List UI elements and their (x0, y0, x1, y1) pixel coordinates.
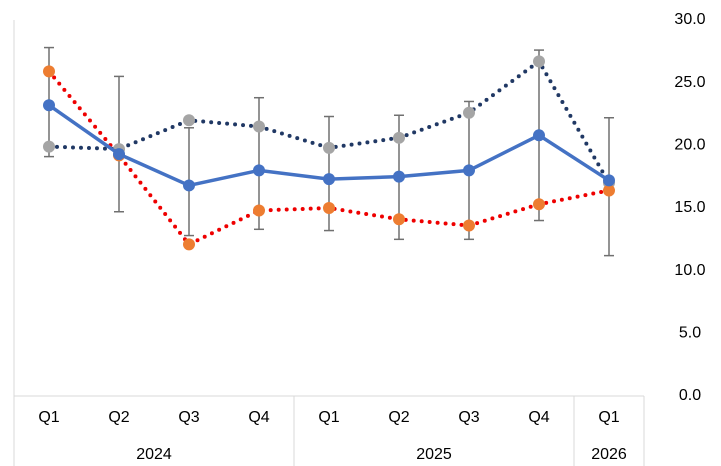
marker (323, 202, 335, 214)
marker (323, 141, 335, 154)
marker (43, 140, 55, 153)
marker (393, 131, 405, 144)
marker (183, 179, 195, 192)
marker (253, 164, 265, 177)
y-tick-label: 25.0 (674, 74, 705, 91)
marker (43, 65, 55, 78)
y-tick-label: 5.0 (679, 325, 701, 342)
marker (253, 120, 265, 133)
x-tick-label: Q1 (38, 409, 59, 426)
marker (323, 173, 335, 186)
y-tick-label: 0.0 (679, 387, 701, 404)
marker (253, 204, 265, 217)
marker (463, 106, 475, 119)
x-tick-label: Q2 (108, 409, 129, 426)
marker (113, 148, 125, 161)
marker (183, 238, 195, 251)
marker (533, 129, 545, 142)
series-line (47, 69, 611, 247)
x-tick-label: Q2 (388, 409, 409, 426)
x-tick-label: Q1 (318, 409, 339, 426)
y-tick-label: 15.0 (674, 199, 705, 216)
group-label: 2025 (416, 446, 452, 463)
y-tick-label: 30.0 (674, 11, 705, 28)
marker (463, 164, 475, 177)
marker (603, 174, 615, 187)
marker (533, 55, 545, 68)
x-tick-label: Q4 (528, 409, 549, 426)
marker (43, 99, 55, 112)
marker (393, 213, 405, 226)
y-tick-label: 10.0 (674, 262, 705, 279)
marker (533, 198, 545, 211)
marker (183, 114, 195, 127)
x-tick-label: Q1 (598, 409, 619, 426)
marker (603, 184, 615, 197)
marker (393, 170, 405, 183)
group-label: 2024 (136, 446, 172, 463)
x-tick-label: Q3 (178, 409, 199, 426)
x-tick-label: Q3 (458, 409, 479, 426)
marker (463, 219, 475, 232)
group-label: 2026 (591, 446, 627, 463)
x-tick-label: Q4 (248, 409, 269, 426)
y-tick-label: 20.0 (674, 137, 705, 154)
